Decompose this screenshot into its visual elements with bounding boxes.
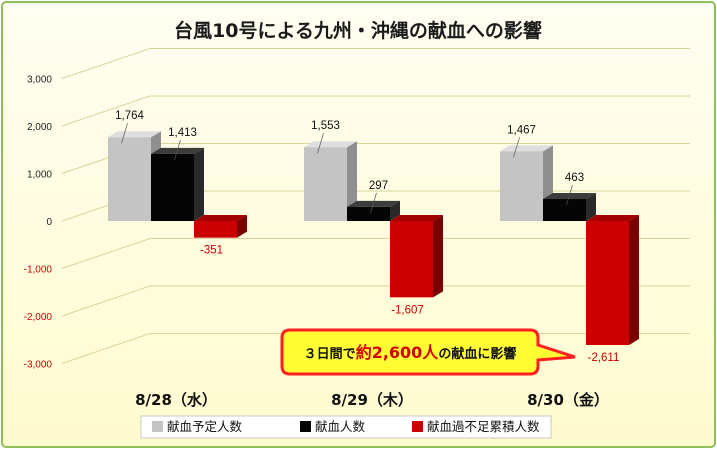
bar-top xyxy=(194,215,247,221)
legend-swatch xyxy=(152,421,163,432)
y-tick-label: -3,000 xyxy=(24,360,53,371)
data-label: 1,553 xyxy=(311,120,340,132)
data-label: 1,413 xyxy=(168,127,197,139)
bar xyxy=(390,221,433,298)
bars-layer xyxy=(108,131,639,346)
legend: 献血予定人数 献血人数 献血過不足累積人数 xyxy=(140,415,552,439)
legend-items: 献血予定人数 献血人数 献血過不足累積人数 xyxy=(152,419,540,434)
bar xyxy=(347,206,390,221)
legend-label: 献血人数 xyxy=(315,419,366,434)
labels-layer: 1,764 1,413 -351 8/28（水） 1,553 297 -1,607 8/29（… xyxy=(115,110,619,409)
bar xyxy=(108,137,151,221)
y-tick-label: 2,000 xyxy=(27,122,52,133)
bar-side xyxy=(194,147,204,221)
leader-line xyxy=(370,192,377,213)
legend-box xyxy=(140,415,552,439)
bar xyxy=(151,153,194,221)
gridline xyxy=(61,238,151,269)
legend-label: 献血過不足累積人数 xyxy=(427,419,540,434)
x-category-label: 8/30（金） xyxy=(527,391,609,409)
callout-highlight: 約2,600人 xyxy=(356,343,440,362)
bar-top xyxy=(304,141,357,148)
bar-top xyxy=(500,145,553,152)
bar-side xyxy=(433,215,443,298)
callout-box xyxy=(280,328,576,376)
data-label: -1,607 xyxy=(391,304,424,316)
bar xyxy=(500,151,543,221)
gridline xyxy=(61,285,151,317)
leader-line xyxy=(566,184,573,206)
bar-side xyxy=(629,215,639,346)
y-tick-label: 3,000 xyxy=(27,75,52,86)
x-category-label: 8/29（木） xyxy=(331,391,413,409)
legend-label: 献血予定人数 xyxy=(167,419,243,434)
data-label: 297 xyxy=(369,180,388,192)
data-label: 1,467 xyxy=(507,124,536,136)
bar xyxy=(304,147,347,221)
callout-annotation: ３日間で約2,600人の献血に影響 xyxy=(280,328,576,376)
data-label: -351 xyxy=(200,245,223,257)
y-tick-label: 1,000 xyxy=(27,170,52,181)
callout-text: ３日間で約2,600人の献血に影響 xyxy=(304,343,517,362)
leader-line xyxy=(121,123,128,144)
data-label: -2,611 xyxy=(588,352,620,364)
bar-top xyxy=(390,215,443,221)
bar xyxy=(586,221,629,346)
legend-swatch xyxy=(300,421,311,432)
x-category-label: 8/28（水） xyxy=(135,391,217,409)
bar-top xyxy=(108,131,161,138)
bar-side xyxy=(390,200,400,221)
bar xyxy=(543,199,586,221)
bar-side xyxy=(237,215,247,238)
bar-top xyxy=(586,215,639,221)
leader-line xyxy=(317,133,324,154)
bar-side xyxy=(347,141,357,221)
leader-line xyxy=(174,139,181,160)
y-tick-label: -2,000 xyxy=(24,312,53,323)
data-label: 463 xyxy=(565,172,584,184)
y-tick-label: 0 xyxy=(46,217,52,228)
gridline xyxy=(61,95,151,127)
leader-line xyxy=(513,137,520,158)
bar-side xyxy=(586,193,596,221)
legend-swatch xyxy=(412,421,423,432)
gridline xyxy=(61,333,151,364)
chart-title: 台風10号による九州・沖縄の献血への影響 xyxy=(174,19,542,42)
callout-prefix: ３日間で xyxy=(304,347,356,362)
y-tick-label: -1,000 xyxy=(24,265,53,276)
data-label: 1,764 xyxy=(115,110,144,122)
bar xyxy=(194,221,237,238)
callout-suffix: の献血に影響 xyxy=(438,346,516,362)
gridline xyxy=(61,48,151,79)
